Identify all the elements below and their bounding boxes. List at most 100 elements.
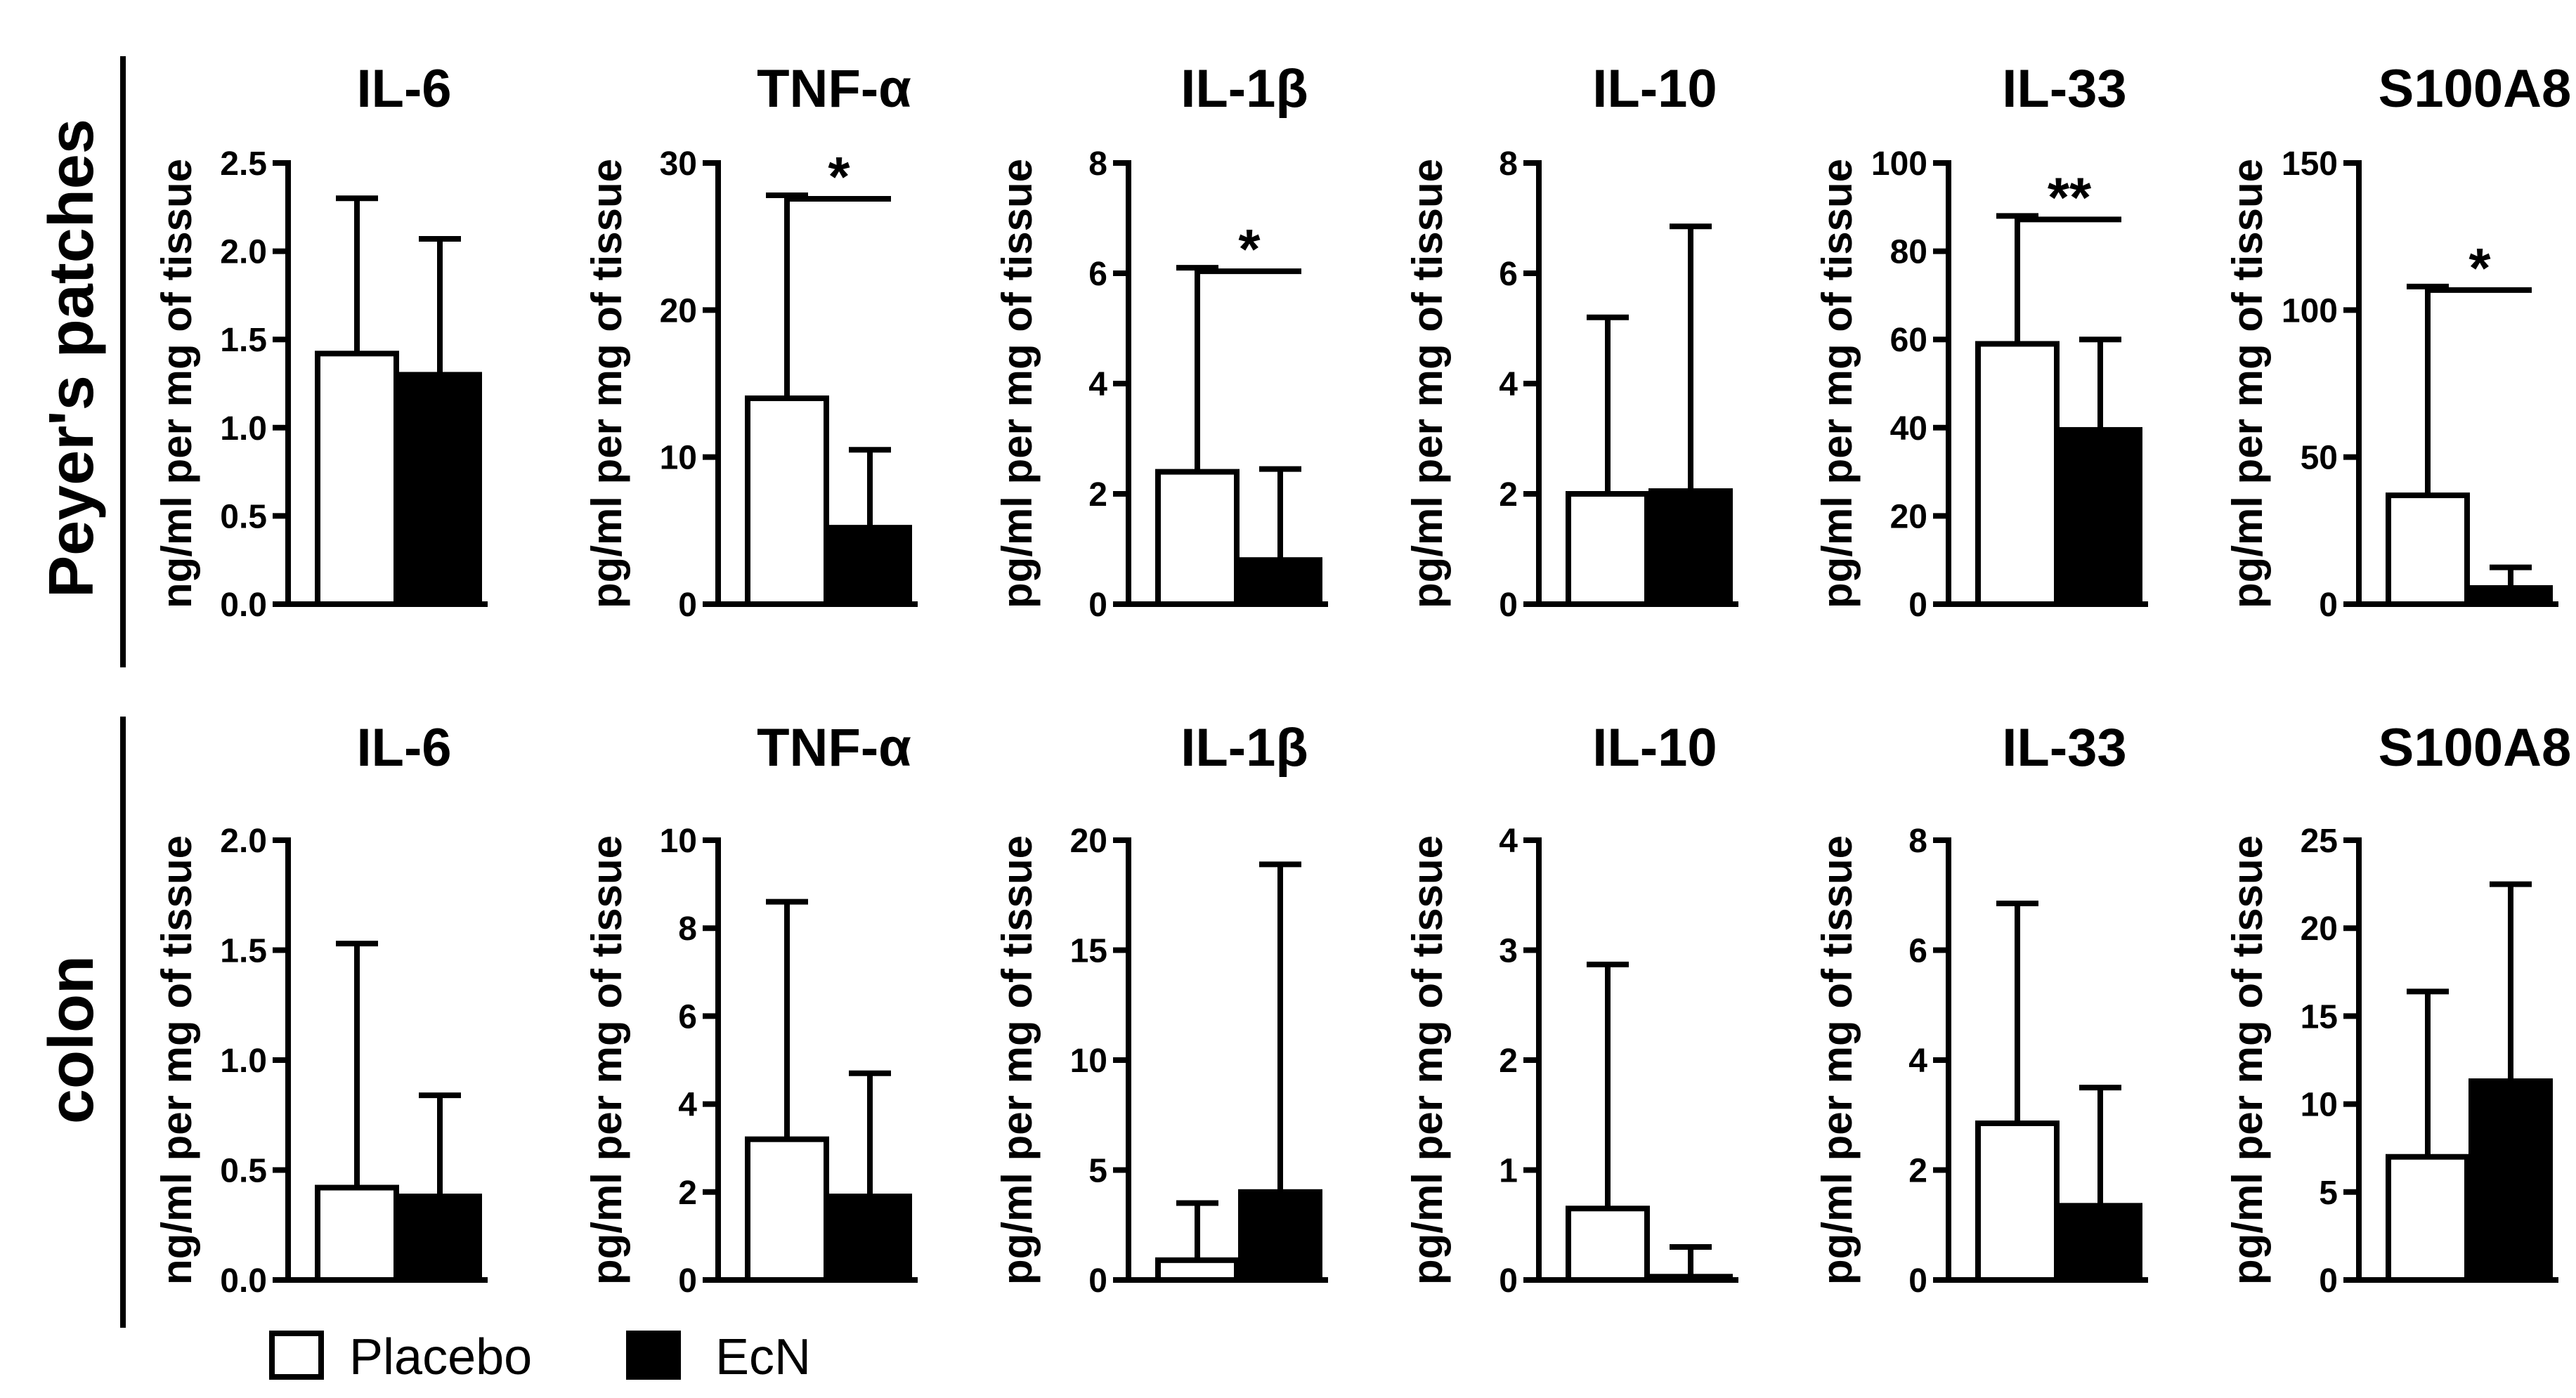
significance-marker: **	[2048, 166, 2092, 228]
panel-colon-il-1: IL-1β pg/ml per mg of tissue 0 5 10 15 20	[994, 718, 1328, 1300]
y-tick-label: 5	[1088, 1153, 1107, 1190]
y-tick-label: 2.0	[220, 823, 267, 860]
y-axis-label: pg/ml per mg of tissue	[583, 159, 630, 608]
y-tick-label: 4	[1088, 366, 1107, 403]
panel-title: IL-33	[2002, 59, 2126, 119]
y-tick-label: 8	[1499, 145, 1518, 183]
bar-ecn	[828, 1194, 912, 1283]
y-tick-label: 2.0	[220, 234, 267, 271]
panel-colon-il-33: IL-33 pg/ml per mg of tissue 0 2 4 6 8	[1814, 718, 2148, 1300]
panel-colon-il-10: IL-10 pg/ml per mg of tissue 0 1 2 3 4	[1404, 718, 1738, 1300]
y-tick-label: 2	[1499, 1043, 1518, 1080]
y-tick-label: 0	[1908, 587, 1927, 624]
panel-colon-tnf: TNF-α pg/ml per mg of tissue 0 2 4 6 8 10	[583, 718, 918, 1300]
panel-title: TNF-α	[757, 59, 911, 119]
y-axis-label: pg/ml per mg of tissue	[994, 835, 1041, 1285]
y-tick-label: 20	[660, 292, 697, 329]
legend-placebo-swatch	[269, 1331, 324, 1380]
bar-placebo	[1566, 1206, 1650, 1283]
bar-placebo	[1975, 1120, 2060, 1283]
y-axis-label: pg/ml per mg of tissue	[1404, 159, 1451, 608]
panel-peyer-s-patches-il-10: IL-10 pg/ml per mg of tissue 0 2 4 6 8	[1404, 59, 1738, 624]
y-tick-label: 8	[678, 910, 697, 948]
y-tick-label: 15	[1070, 933, 1107, 970]
y-tick-label: 6	[1499, 256, 1518, 293]
y-tick-label: 4	[1908, 1043, 1927, 1080]
bar-placebo	[2386, 492, 2470, 607]
y-tick-label: 1	[1499, 1153, 1518, 1190]
y-tick-label: 10	[660, 440, 697, 477]
panel-title: S100A8	[2379, 718, 2572, 778]
y-tick-label: 50	[2301, 440, 2338, 477]
y-tick-label: 6	[1908, 933, 1927, 970]
y-tick-label: 0.0	[220, 1262, 267, 1300]
panel-title: S100A8	[2379, 59, 2572, 119]
y-axis-label: pg/ml per mg of tissue	[583, 835, 630, 1285]
panel-title: IL-6	[356, 718, 451, 778]
panel-title: IL-1β	[1180, 718, 1308, 778]
y-axis-label: ng/ml per mg of tissue	[153, 159, 200, 608]
significance-marker: *	[1238, 218, 1261, 280]
legend-ecn-label: EcN	[715, 1329, 811, 1385]
legend-ecn-swatch	[626, 1331, 681, 1380]
y-tick-label: 100	[1871, 145, 1927, 183]
y-tick-label: 0	[678, 1262, 697, 1300]
y-tick-label: 4	[1499, 823, 1518, 860]
panel-peyer-s-patches-tnf: TNF-α pg/ml per mg of tissue 0 10 20 30 *	[583, 59, 918, 624]
y-axis-label: pg/ml per mg of tissue	[1814, 159, 1861, 608]
bar-placebo	[745, 1136, 829, 1283]
y-tick-label: 100	[2282, 292, 2338, 329]
row-label-colon: colon	[37, 955, 107, 1124]
y-tick-label: 10	[2301, 1087, 2338, 1124]
panel-peyer-s-patches-il-33: IL-33 pg/ml per mg of tissue 0 20 40 60 80 100 *…	[1814, 59, 2148, 624]
bar-ecn	[2058, 426, 2142, 607]
y-tick-label: 0.5	[220, 1153, 267, 1190]
bar-placebo	[1975, 341, 2060, 607]
bar-ecn	[2468, 1078, 2553, 1283]
y-tick-label: 20	[1070, 823, 1107, 860]
y-axis-label: pg/ml per mg of tissue	[994, 159, 1041, 608]
panel-title: TNF-α	[757, 718, 911, 778]
bar-ecn	[398, 372, 482, 607]
panel-colon-il-6: IL-6 ng/ml per mg of tissue 0.0 0.5 1.0 1.5 2.…	[153, 718, 488, 1300]
y-tick-label: 4	[1499, 366, 1518, 403]
y-tick-label: 1.0	[220, 1043, 267, 1080]
y-tick-label: 2	[1499, 476, 1518, 514]
y-tick-label: 2	[678, 1175, 697, 1212]
y-tick-label: 8	[1908, 823, 1927, 860]
y-tick-label: 0	[678, 587, 697, 624]
y-tick-label: 20	[2301, 910, 2338, 948]
y-tick-label: 30	[660, 145, 697, 183]
panel-peyer-s-patches-il-6: IL-6 ng/ml per mg of tissue 0.0 0.5 1.0 1.5 2.…	[153, 59, 488, 624]
y-tick-label: 5	[2319, 1175, 2338, 1212]
y-tick-label: 0.5	[220, 498, 267, 535]
panel-colon-s100a8: S100A8 pg/ml per mg of tissue 0 5 10 15 20 25	[2224, 718, 2571, 1300]
bar-ecn	[398, 1194, 482, 1283]
y-tick-label: 0	[1499, 587, 1518, 624]
bar-ecn	[1238, 1189, 1322, 1283]
y-tick-label: 150	[2282, 145, 2338, 183]
legend-placebo-label: Placebo	[349, 1329, 532, 1385]
y-tick-label: 0	[1908, 1262, 1927, 1300]
legend: Placebo EcN	[269, 1329, 811, 1385]
y-tick-label: 6	[678, 998, 697, 1036]
bar-ecn	[2058, 1203, 2142, 1283]
bar-placebo	[315, 1184, 399, 1283]
y-tick-label: 1.5	[220, 322, 267, 359]
y-tick-label: 60	[1890, 322, 1927, 359]
y-tick-label: 25	[2301, 823, 2338, 860]
panels: IL-6 ng/ml per mg of tissue 0.0 0.5 1.0 1.5 2.…	[153, 59, 2571, 1300]
y-tick-label: 1.0	[220, 410, 267, 448]
y-tick-label: 10	[1070, 1043, 1107, 1080]
y-tick-label: 40	[1890, 410, 1927, 448]
y-axis-label: pg/ml per mg of tissue	[1814, 835, 1861, 1285]
y-tick-label: 0	[1088, 1262, 1107, 1300]
y-tick-label: 0.0	[220, 587, 267, 624]
y-tick-label: 0	[1499, 1262, 1518, 1300]
panel-title: IL-10	[1592, 718, 1717, 778]
y-tick-label: 8	[1088, 145, 1107, 183]
bar-ecn	[2468, 584, 2553, 607]
bar-placebo	[1566, 491, 1650, 607]
y-tick-label: 1.5	[220, 933, 267, 970]
